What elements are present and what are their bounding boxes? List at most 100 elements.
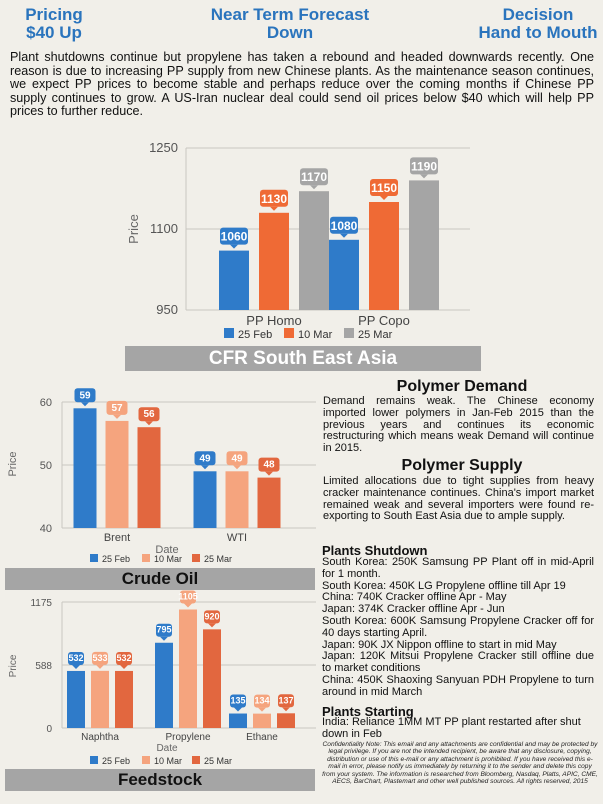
legend-swatch-10-mar	[284, 328, 294, 338]
bar-naphtha-25-mar	[115, 670, 133, 728]
polymer-supply-text: Limited allocations due to tight supplie…	[323, 475, 594, 523]
y-tick-label: 40	[40, 523, 52, 535]
bar-wti-25-mar	[257, 477, 281, 528]
data-label-pointer	[258, 707, 266, 712]
bar-pp-copo-25-feb	[329, 239, 359, 310]
category-label-propylene: Propylene	[165, 732, 210, 743]
y-tick-label: 950	[156, 302, 178, 317]
intro-paragraph: Plant shutdowns continue but propylene h…	[10, 50, 594, 119]
data-label-bg	[258, 457, 280, 472]
data-label-pointer	[160, 636, 168, 641]
polymer-demand-text: Demand remains weak. The Chinese economy…	[323, 395, 594, 455]
y-tick-label: 1250	[149, 140, 178, 155]
data-label: 533	[92, 653, 107, 663]
data-label: 57	[111, 403, 123, 414]
decision-label: Decision	[502, 5, 574, 24]
data-label: 1150	[371, 181, 397, 195]
data-label-pointer	[201, 465, 209, 470]
x-axis-label: Date	[156, 743, 178, 754]
data-label-bg	[254, 694, 270, 708]
y-tick-label: 1100	[150, 221, 178, 236]
data-label-bg	[156, 623, 172, 637]
data-label: 134	[254, 696, 269, 706]
bar-pp-homo-25-feb	[219, 250, 249, 310]
bar-wti-25-feb	[193, 471, 217, 528]
feedstock-chart: 0 588 1175 Price Date 532 533 532 Naphtha 795 1105…	[8, 590, 316, 766]
data-label-bg	[226, 451, 248, 466]
data-label-pointer	[310, 185, 318, 190]
data-label: 532	[116, 653, 131, 663]
y-tick-label: 50	[40, 460, 52, 472]
bar-wti-10-mar	[225, 471, 249, 528]
data-label-bg	[300, 168, 328, 186]
data-label: 137	[278, 695, 293, 705]
data-label: 920	[204, 611, 219, 621]
data-label-bg	[74, 388, 96, 403]
data-label-pointer	[96, 664, 104, 669]
y-axis-label: Price	[8, 654, 19, 677]
y-tick-label: 1175	[30, 598, 52, 609]
data-label-pointer	[265, 471, 273, 476]
y-axis-label: Price	[126, 214, 141, 244]
plants-shutdown-title: Plants Shutdown	[322, 543, 428, 558]
polymer-demand-title: Polymer Demand	[396, 378, 528, 395]
forecast-value: Down	[266, 23, 314, 42]
polymer-supply-title: Polymer Supply	[401, 457, 523, 474]
data-label-pointer	[120, 664, 128, 669]
legend-label-25-mar: 25 Mar	[204, 756, 232, 766]
decision-value: Hand to Mouth	[478, 23, 598, 42]
forecast-header: Near Term Forecast Down	[190, 6, 390, 42]
crude-oil-chart-title: Crude Oil	[5, 568, 315, 590]
data-label: 1170	[301, 170, 327, 184]
bar-naphtha-10-mar	[91, 670, 109, 728]
bar-ethane-25-mar	[277, 713, 295, 728]
data-label-pointer	[282, 707, 290, 712]
plants-starting-list: India: Reliance 1MM MT PP plant restarte…	[322, 716, 594, 741]
data-label: 1130	[261, 192, 287, 206]
bar-propylene-25-mar	[203, 629, 221, 728]
data-label-pointer	[380, 196, 388, 200]
data-label-pointer	[72, 664, 80, 669]
data-label: 1060	[221, 230, 248, 244]
list-item: South Korea: 600K Samsung Propylene Crac…	[322, 614, 594, 639]
legend-swatch-25-mar	[344, 328, 354, 338]
y-axis-label: Price	[7, 451, 19, 476]
pricing-label: Pricing	[25, 5, 83, 24]
data-label-bg	[278, 694, 294, 708]
bar-brent-10-mar	[105, 420, 129, 528]
confidentiality-note: Confidentiality Note: This email and any…	[322, 741, 598, 786]
legend-label-10-mar: 10 Mar	[154, 756, 182, 766]
data-label: 59	[79, 390, 91, 401]
bar-pp-homo-10-mar	[259, 212, 289, 310]
data-label-bg	[230, 694, 246, 708]
legend-label-25-feb: 25 Feb	[102, 756, 130, 766]
plants-starting-title: Plants Starting	[322, 704, 414, 719]
crude-oil-chart: 40 50 60 Price Date 59 57 56 Brent 49 49 48 WTI 25 Fe…	[7, 388, 316, 564]
data-label-bg	[370, 179, 398, 196]
data-label-pointer	[113, 414, 121, 419]
legend-label-10-mar: 10 Mar	[298, 329, 333, 341]
data-label-bg	[92, 651, 108, 665]
pricing-value: $40 Up	[26, 23, 82, 42]
legend-label-25-feb: 25 Feb	[238, 329, 272, 341]
cfr-chart: 950 1100 1250 Price 1060 1130 1170 PP Homo 1080 1…	[126, 140, 470, 341]
data-label-bg	[68, 651, 84, 665]
y-tick-label: 0	[46, 724, 52, 735]
data-label-pointer	[184, 603, 192, 608]
pricing-header: Pricing $40 Up	[8, 6, 100, 42]
data-label: 1080	[331, 219, 358, 233]
data-label-pointer	[81, 402, 89, 407]
data-label: 532	[68, 653, 83, 663]
legend-swatch-25-mar	[192, 554, 200, 562]
legend-label-25-mar: 25 Mar	[358, 329, 393, 341]
bar-pp-copo-10-mar	[369, 202, 399, 310]
legend-swatch-10-mar	[142, 554, 150, 562]
data-label-bg	[330, 216, 358, 234]
legend-swatch-25-feb	[224, 328, 234, 338]
data-label: 1190	[411, 159, 437, 173]
category-label-pp-homo: PP Homo	[246, 313, 301, 328]
legend-label-25-feb: 25 Feb	[102, 554, 130, 564]
data-label: 1105	[178, 592, 198, 602]
decision-header: Decision Hand to Mouth	[478, 6, 598, 42]
data-label-pointer	[340, 233, 348, 238]
